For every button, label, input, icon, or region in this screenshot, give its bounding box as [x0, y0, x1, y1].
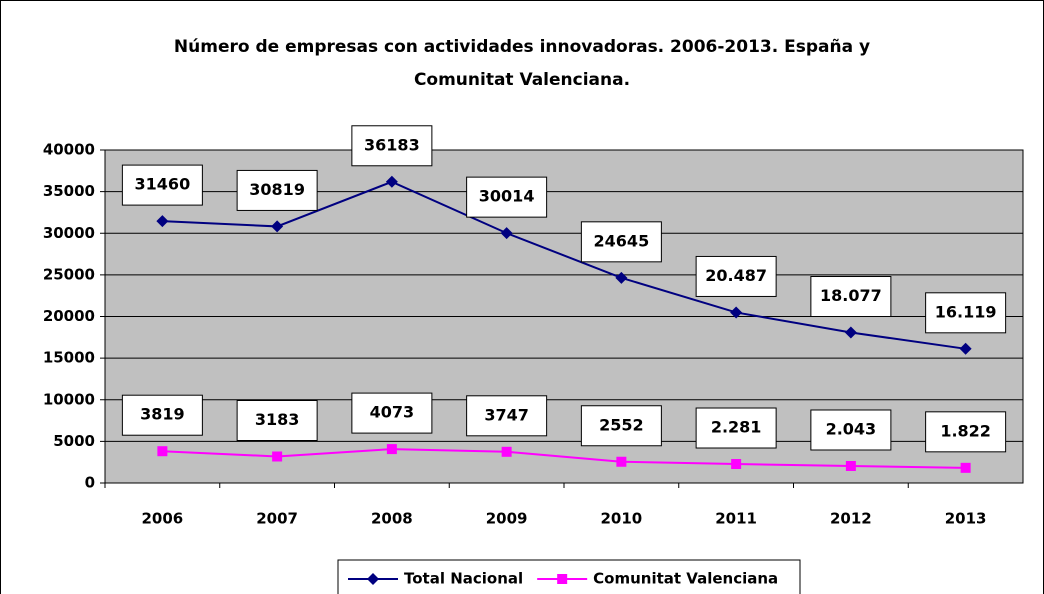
data-label-box	[121, 394, 203, 436]
y-tick-label: 20000	[43, 307, 95, 325]
marker	[730, 306, 743, 319]
series-line	[162, 180, 966, 350]
marker	[960, 462, 971, 473]
marker	[156, 215, 169, 228]
data-label-box	[925, 292, 1007, 334]
series-line	[162, 448, 966, 469]
y-tick-label: 5000	[53, 432, 95, 450]
marker	[844, 326, 857, 339]
y-tick-label: 10000	[43, 390, 95, 408]
x-tick-label: 2011	[715, 510, 757, 528]
legend-label: Total Nacional	[404, 570, 523, 588]
x-tick-label: 2013	[945, 510, 987, 528]
marker	[959, 342, 972, 355]
x-tick-label: 2008	[371, 510, 413, 528]
y-tick-label: 25000	[43, 265, 95, 283]
data-label: 30014	[479, 187, 535, 206]
marker	[271, 220, 284, 233]
x-tick-label: 2012	[830, 510, 872, 528]
data-label-box	[351, 125, 433, 167]
data-label: 2.043	[826, 419, 877, 438]
data-label: 3183	[255, 410, 300, 429]
data-label-box	[466, 395, 548, 437]
y-tick-label: 0	[85, 474, 95, 492]
data-label: 3747	[484, 405, 529, 424]
data-label-box	[695, 255, 777, 297]
marker	[845, 460, 856, 471]
data-label-box	[580, 405, 662, 447]
x-tick-label: 2007	[256, 510, 298, 528]
data-label-box	[351, 392, 433, 434]
data-label: 2.281	[711, 418, 762, 437]
y-tick-label: 30000	[43, 224, 95, 242]
marker	[731, 459, 742, 470]
chart-title: Comunitat Valenciana.	[414, 70, 630, 90]
data-label-box	[925, 411, 1007, 453]
legend	[337, 559, 801, 594]
data-label: 3819	[140, 405, 185, 424]
marker	[616, 456, 627, 467]
marker	[500, 227, 513, 240]
data-label-box	[695, 407, 777, 449]
y-tick-label: 40000	[43, 141, 95, 159]
data-label: 2552	[599, 415, 644, 434]
x-tick-label: 2010	[601, 510, 643, 528]
data-label: 20.487	[705, 266, 767, 285]
y-tick-label: 35000	[43, 182, 95, 200]
data-label-box	[236, 400, 318, 442]
data-label-box	[810, 409, 892, 451]
data-label: 30819	[249, 180, 305, 199]
data-label-box	[236, 169, 318, 211]
marker	[157, 446, 168, 457]
y-tick-label: 15000	[43, 349, 95, 367]
marker	[615, 271, 628, 284]
data-label: 31460	[135, 175, 191, 194]
legend-label: Comunitat Valenciana	[593, 570, 778, 588]
marker	[386, 444, 397, 455]
data-label-box	[121, 164, 203, 206]
data-label: 24645	[594, 231, 650, 250]
data-label-box	[580, 221, 662, 263]
x-tick-label: 2009	[486, 510, 528, 528]
data-label-box	[466, 176, 548, 218]
data-label-box	[810, 276, 892, 318]
chart-title: Número de empresas con actividades innov…	[174, 37, 870, 57]
data-label: 16.119	[935, 302, 997, 321]
data-label: 1.822	[940, 421, 991, 440]
data-label: 4073	[370, 403, 415, 422]
data-label: 36183	[364, 135, 420, 154]
marker	[385, 175, 398, 188]
marker	[557, 574, 568, 584]
x-tick-label: 2006	[142, 510, 184, 528]
marker	[272, 451, 283, 462]
marker	[367, 573, 379, 585]
data-label: 18.077	[820, 286, 882, 305]
marker	[501, 446, 512, 457]
